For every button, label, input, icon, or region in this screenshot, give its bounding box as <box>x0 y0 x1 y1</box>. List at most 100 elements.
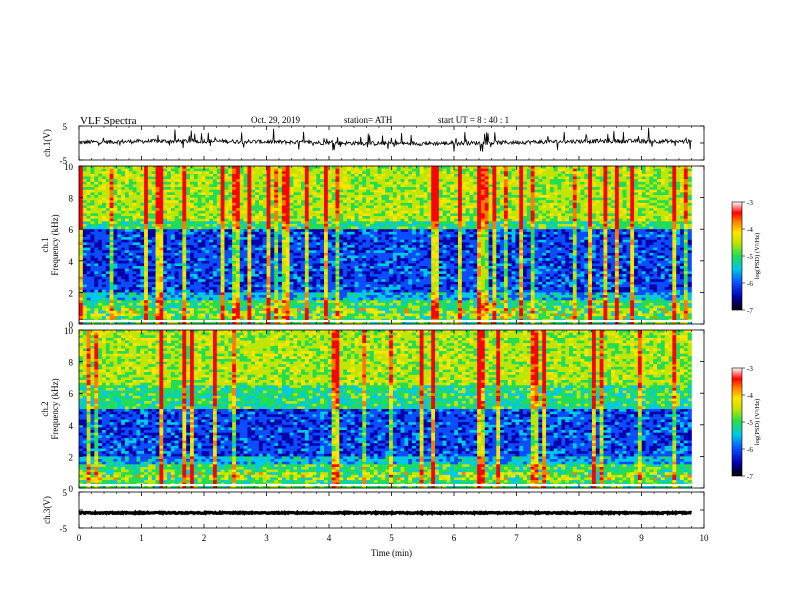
spectrogram-cell <box>649 174 653 177</box>
spectrogram-cell <box>221 227 225 230</box>
spectrogram-cell <box>546 219 550 222</box>
spectrogram-cell <box>439 192 443 195</box>
spectrogram-cell <box>661 179 665 182</box>
spectrogram-cell <box>623 232 627 235</box>
spectrogram-cell <box>688 232 692 235</box>
spectrogram-cell <box>90 221 94 224</box>
spectrogram-cell <box>489 169 493 172</box>
spectrogram-cell <box>205 166 209 169</box>
spectrogram-cell <box>205 169 209 172</box>
spectrogram-cell <box>87 195 91 198</box>
spectrogram-cell <box>626 184 630 187</box>
spectrogram-cell <box>117 237 121 240</box>
spectrogram-cell <box>305 169 309 172</box>
spectrogram-cell <box>657 203 661 206</box>
spectrogram-cell <box>565 174 569 177</box>
spectrogram-cell <box>117 232 121 235</box>
spectrogram-cell <box>546 187 550 190</box>
spectrogram-cell <box>270 203 274 206</box>
spectrogram-cell <box>496 171 500 174</box>
spectrogram-cell <box>316 187 320 190</box>
spectrogram-cell <box>182 242 186 245</box>
spectrogram-cell <box>435 192 439 195</box>
spectrogram-cell <box>198 174 202 177</box>
spectrogram-cell <box>90 224 94 227</box>
spectrogram-cell <box>412 208 416 211</box>
spectrogram-cell <box>113 166 117 169</box>
spectrogram-cell <box>684 177 688 180</box>
spectrogram-cell <box>600 179 604 182</box>
spectrogram-cell <box>512 219 516 222</box>
spectrogram-cell <box>205 224 209 227</box>
spectrogram-cell <box>489 192 493 195</box>
spectrogram-cell <box>247 184 251 187</box>
spectrogram-cell <box>171 206 175 209</box>
spectrogram-cell <box>358 208 362 211</box>
spectrogram-cell <box>420 213 424 216</box>
spectrogram-cell <box>684 240 688 243</box>
spectrogram-cell <box>381 190 385 193</box>
spectrogram-cell <box>90 242 94 245</box>
spectrogram-cell <box>313 232 317 235</box>
spectrogram-cell <box>469 195 473 198</box>
spectrogram-cell <box>649 237 653 240</box>
spectrogram-cell <box>535 237 539 240</box>
spectrogram-cell <box>224 211 228 214</box>
spectrogram-cell <box>481 177 485 180</box>
spectrogram-cell <box>324 245 328 248</box>
spectrogram-cell <box>140 216 144 219</box>
spectrogram-cell <box>669 213 673 216</box>
spectrogram-cell <box>469 219 473 222</box>
spectrogram-cell <box>496 242 500 245</box>
spectrogram-cell <box>113 224 117 227</box>
spectrogram-cell <box>282 200 286 203</box>
spectrogram-cell <box>646 221 650 224</box>
spectrogram-cell <box>412 211 416 214</box>
spectrogram-cell <box>646 187 650 190</box>
spectrogram-cell <box>228 229 232 232</box>
spectrogram-cell <box>538 219 542 222</box>
spectrogram-cell <box>274 237 278 240</box>
spectrogram-cell <box>669 182 673 185</box>
spectrogram-cell <box>136 184 140 187</box>
spectrogram-cell <box>473 169 477 172</box>
spectrogram-cell <box>603 203 607 206</box>
spectrogram-cell <box>305 198 309 201</box>
spectrogram-cell <box>309 224 313 227</box>
spectrogram-cell <box>646 190 650 193</box>
spectrogram-cell <box>680 211 684 214</box>
spectrogram-cell <box>649 208 653 211</box>
spectrogram-cell <box>125 169 129 172</box>
spectrogram-cell <box>500 190 504 193</box>
spectrogram-cell <box>615 177 619 180</box>
spectrogram-cell <box>638 216 642 219</box>
spectrogram-cell <box>462 166 466 169</box>
spectrogram-cell <box>485 171 489 174</box>
spectrogram-cell <box>672 229 676 232</box>
spectrogram-cell <box>646 242 650 245</box>
spectrogram-cell <box>228 187 232 190</box>
spectrogram-cell <box>282 177 286 180</box>
spectrogram-cell <box>301 187 305 190</box>
spectrogram-cell <box>542 227 546 230</box>
spectrogram-cell <box>481 179 485 182</box>
spectrogram-cell <box>244 200 248 203</box>
spectrogram-cell <box>657 224 661 227</box>
spectrogram-cell <box>152 240 156 243</box>
spectrogram-cell <box>607 242 611 245</box>
spectrogram-cell <box>669 184 673 187</box>
spectrogram-cell <box>232 206 236 209</box>
spectrogram-cell <box>600 187 604 190</box>
spectrogram-cell <box>538 213 542 216</box>
spectrogram-cell <box>159 221 163 224</box>
spectrogram-cell <box>665 184 669 187</box>
spectrogram-cell <box>558 221 562 224</box>
spectrogram-cell <box>573 192 577 195</box>
spectrogram-cell <box>454 237 458 240</box>
spectrogram-cell <box>144 224 148 227</box>
spectrogram-cell <box>351 245 355 248</box>
spectrogram-cell <box>148 179 152 182</box>
spectrogram-cell <box>209 213 213 216</box>
spectrogram-cell <box>133 206 137 209</box>
spectrogram-cell <box>217 206 221 209</box>
